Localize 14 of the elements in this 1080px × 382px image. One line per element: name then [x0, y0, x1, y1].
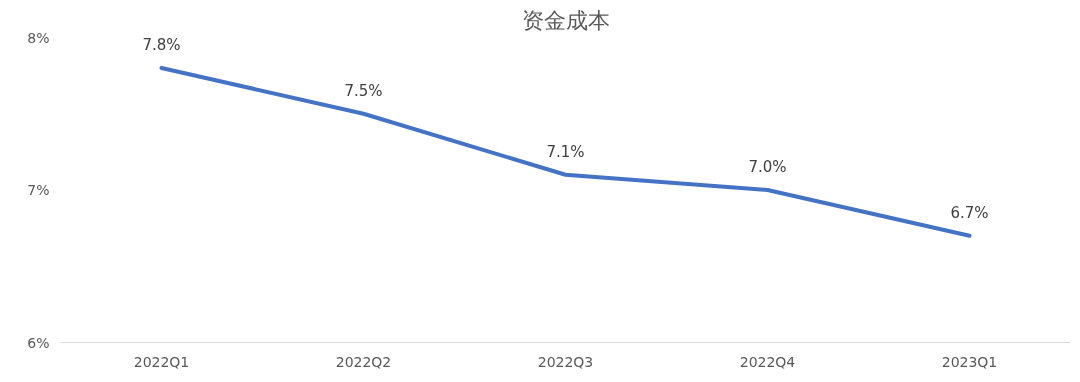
y-tick-label: 8%: [27, 29, 50, 46]
data-label: 7.1%: [546, 142, 585, 161]
y-tick-label: 7%: [27, 182, 50, 198]
chart-title: 资金成本: [521, 7, 610, 33]
x-tick-label: 2022Q4: [739, 353, 796, 370]
x-tick-label: 2023Q1: [941, 353, 998, 370]
x-tick-label: 2022Q1: [133, 353, 190, 370]
x-tick-label: 2022Q3: [537, 353, 594, 370]
data-label: 7.0%: [748, 158, 787, 176]
data-label: 6.7%: [950, 203, 989, 222]
y-tick-label: 6%: [27, 334, 50, 351]
data-label: 7.5%: [344, 81, 383, 100]
x-tick-label: 2022Q2: [335, 353, 392, 370]
data-label: 7.8%: [142, 36, 181, 54]
